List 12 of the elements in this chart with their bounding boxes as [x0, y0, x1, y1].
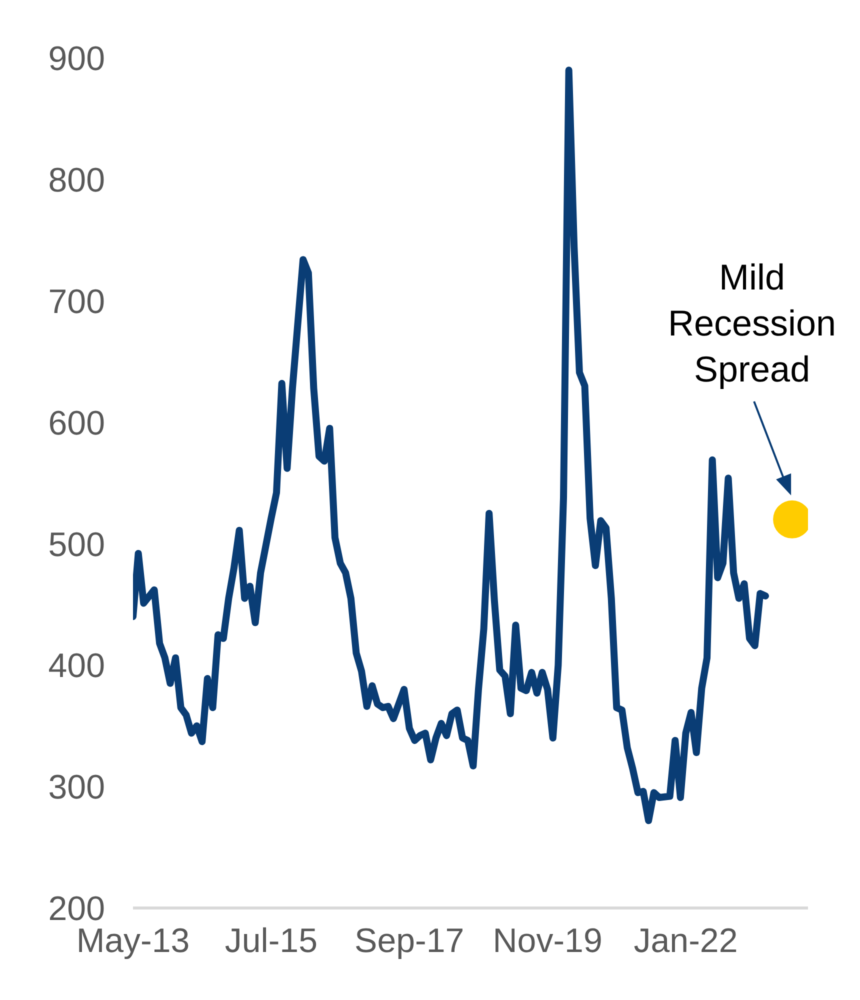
- y-tick-label: 400: [48, 647, 105, 686]
- y-tick-label: 800: [48, 162, 105, 200]
- y-tick-label: 900: [48, 40, 105, 78]
- x-tick-label: Jan-22: [634, 922, 738, 960]
- y-tick-label: 700: [48, 282, 105, 321]
- annotation: Mild Recession Spread: [668, 256, 836, 390]
- x-tick-label: Jul-15: [224, 922, 318, 960]
- y-tick-label: 300: [48, 768, 105, 807]
- y-tick-label: 600: [48, 404, 105, 442]
- y-tick-label: 500: [48, 526, 105, 564]
- x-tick-label: Sep-17: [354, 922, 464, 960]
- x-tick-label: Nov-19: [492, 922, 602, 960]
